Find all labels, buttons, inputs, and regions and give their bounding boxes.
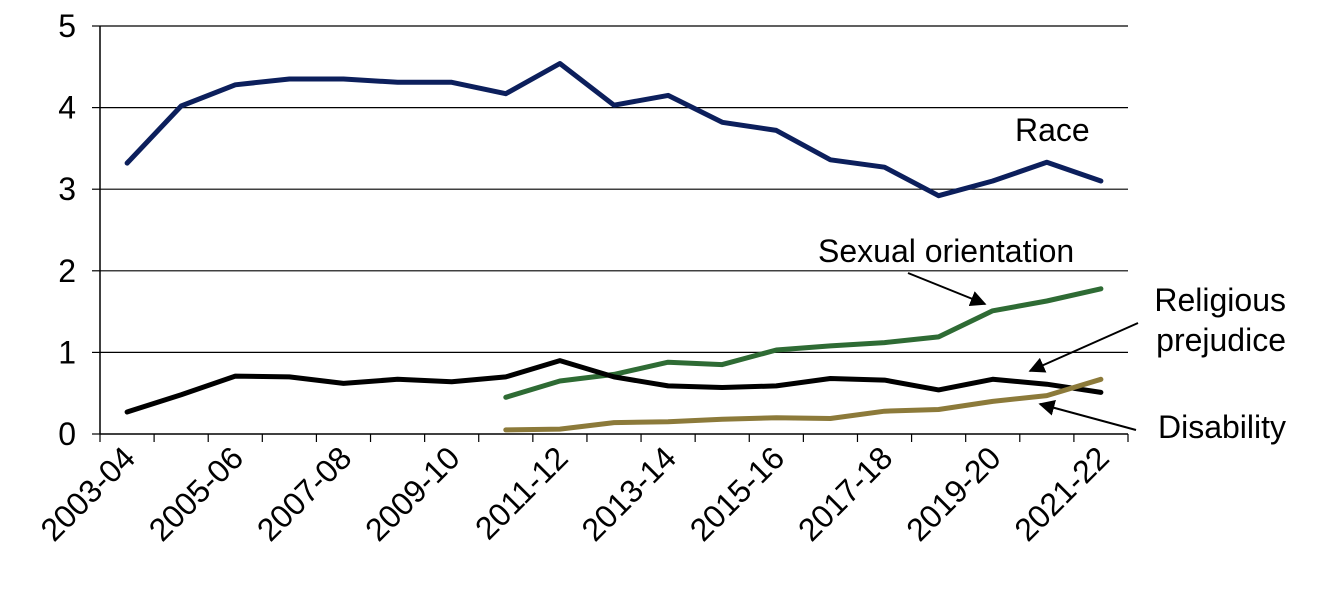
- x-tick-label: 2021-22: [1007, 439, 1115, 547]
- y-tick-label: 0: [58, 416, 76, 452]
- annotation-label-race: Race: [1015, 112, 1090, 148]
- gridlines: [100, 25, 1128, 353]
- y-tick-label: 1: [58, 334, 76, 370]
- series-line-race: [124, 61, 1104, 199]
- x-tick-label: 2003-04: [34, 439, 142, 547]
- y-tick-label: 3: [58, 171, 76, 207]
- annotation-label-disability: Disability: [1158, 409, 1286, 445]
- x-tick-label: 2011-12: [468, 439, 575, 546]
- series-line-religious-prejudice: [124, 358, 1104, 415]
- x-tick-label: 2015-16: [683, 439, 791, 547]
- x-tick-label: 2005-06: [142, 439, 250, 547]
- y-tick-label: 2: [58, 253, 76, 289]
- annotation-label-sexual: Sexual orientation: [818, 233, 1074, 269]
- x-tick-label: 2019-20: [899, 439, 1007, 547]
- annotations: Race Sexual orientation Religious prejudice…: [818, 112, 1286, 445]
- x-axis-ticks: 2003-04 2005-06 2007-08 2009-10 2011-12 2013-…: [34, 439, 1116, 547]
- x-tick-label: 2009-10: [358, 439, 466, 547]
- annotation-label-religious: prejudice: [1156, 322, 1286, 358]
- y-tick-label: 5: [58, 8, 76, 44]
- x-tick-label: 2007-08: [250, 439, 358, 547]
- y-tick-label: 4: [58, 90, 76, 126]
- series-line-disability: [503, 376, 1104, 433]
- series-lines: [124, 61, 1104, 433]
- y-axis-ticks: 0 1 2 3 4 5: [58, 8, 76, 452]
- x-tick-label: 2013-14: [575, 439, 683, 547]
- religious-arrow: [1028, 322, 1139, 373]
- axes: [92, 25, 1129, 442]
- annotation-label-religious: Religious: [1154, 282, 1286, 318]
- disability-arrow: [1038, 400, 1137, 431]
- x-tick-label: 2017-18: [791, 439, 899, 547]
- sexual-arrow: [907, 272, 987, 307]
